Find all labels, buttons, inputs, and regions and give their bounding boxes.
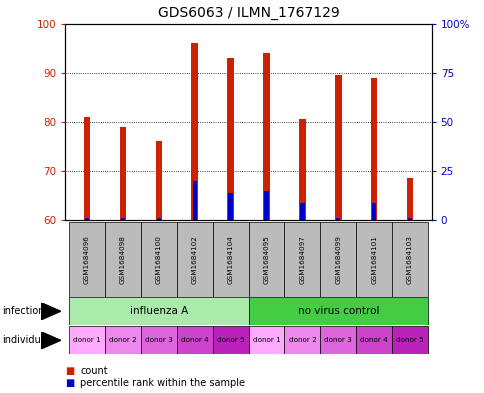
Text: GSM1684097: GSM1684097 (299, 235, 305, 284)
Bar (84, 117, 90, 220)
Bar (156, 218, 161, 220)
Bar (191, 43, 197, 220)
Bar (284, 222, 320, 297)
Bar (212, 222, 248, 297)
Text: individual: individual (2, 335, 50, 345)
Bar (300, 203, 304, 220)
Bar (228, 193, 232, 220)
Bar (105, 222, 140, 297)
Bar (140, 326, 176, 354)
Bar (192, 181, 197, 220)
Text: donor 1: donor 1 (252, 337, 280, 343)
Text: percentile rank within the sample: percentile rank within the sample (80, 378, 244, 388)
Text: ■: ■ (65, 378, 75, 388)
Text: donor 1: donor 1 (73, 337, 101, 343)
Bar (264, 191, 268, 220)
Text: influenza A: influenza A (129, 306, 188, 316)
Text: donor 4: donor 4 (360, 337, 387, 343)
Bar (284, 326, 320, 354)
Bar (140, 222, 176, 297)
Text: GSM1684103: GSM1684103 (406, 235, 412, 284)
Text: GSM1684095: GSM1684095 (263, 235, 269, 284)
Text: donor 4: donor 4 (181, 337, 208, 343)
Bar (299, 119, 305, 220)
Title: GDS6063 / ILMN_1767129: GDS6063 / ILMN_1767129 (157, 6, 339, 20)
Text: infection: infection (2, 306, 45, 316)
Bar (335, 218, 340, 220)
Bar (356, 326, 392, 354)
Bar (176, 222, 212, 297)
Text: GSM1684096: GSM1684096 (84, 235, 90, 284)
Bar (248, 297, 427, 325)
Bar (320, 326, 356, 354)
Text: donor 3: donor 3 (145, 337, 172, 343)
Bar (69, 326, 105, 354)
Text: donor 2: donor 2 (109, 337, 136, 343)
Bar (263, 53, 269, 220)
Bar (85, 218, 89, 220)
Bar (320, 222, 356, 297)
Text: donor 5: donor 5 (395, 337, 423, 343)
Bar (334, 75, 341, 220)
Polygon shape (41, 303, 60, 320)
Text: donor 2: donor 2 (288, 337, 316, 343)
Bar (69, 297, 248, 325)
Bar (248, 222, 284, 297)
Text: donor 3: donor 3 (324, 337, 351, 343)
Bar (120, 127, 126, 220)
Text: GSM1684099: GSM1684099 (334, 235, 341, 284)
Text: GSM1684104: GSM1684104 (227, 235, 233, 284)
Bar (105, 326, 140, 354)
Text: GSM1684101: GSM1684101 (370, 235, 377, 284)
Bar (69, 222, 105, 297)
Bar (121, 218, 125, 220)
Bar (227, 58, 233, 220)
Bar (176, 326, 212, 354)
Bar (406, 178, 412, 220)
Polygon shape (41, 332, 60, 349)
Bar (248, 326, 284, 354)
Bar (407, 218, 411, 220)
Bar (212, 326, 248, 354)
Text: no virus control: no virus control (297, 306, 378, 316)
Bar (392, 326, 427, 354)
Text: count: count (80, 366, 107, 376)
Bar (370, 77, 377, 220)
Bar (356, 222, 392, 297)
Bar (392, 222, 427, 297)
Text: GSM1684098: GSM1684098 (120, 235, 126, 284)
Text: GSM1684100: GSM1684100 (155, 235, 162, 284)
Text: donor 5: donor 5 (216, 337, 244, 343)
Bar (371, 203, 376, 220)
Text: ■: ■ (65, 366, 75, 376)
Bar (155, 141, 162, 220)
Text: GSM1684102: GSM1684102 (191, 235, 197, 284)
